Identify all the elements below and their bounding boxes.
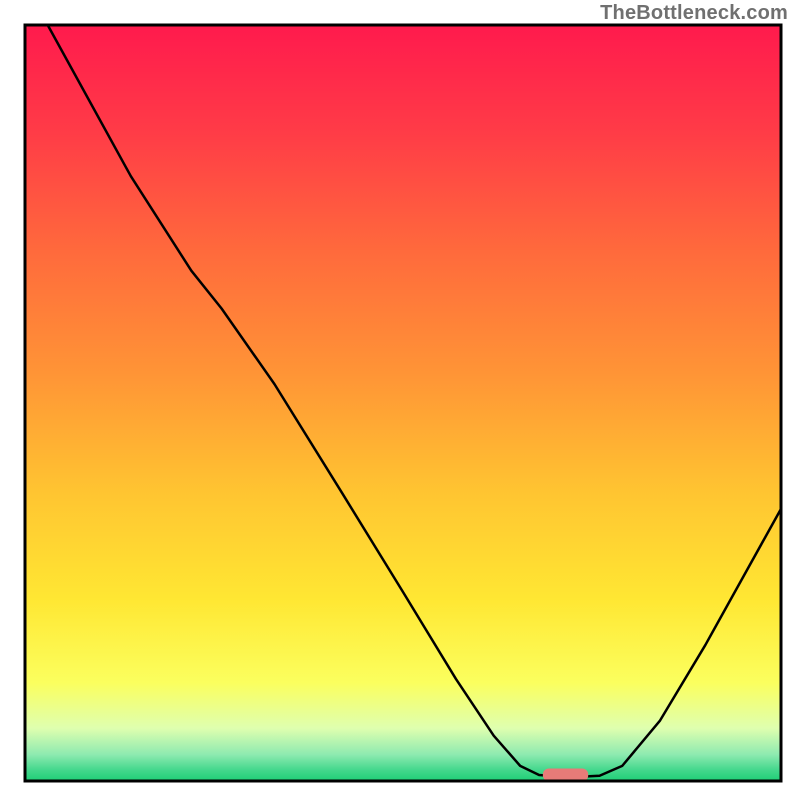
watermark-text: TheBottleneck.com bbox=[600, 2, 788, 25]
plot-background bbox=[25, 25, 781, 781]
optimal-marker bbox=[543, 769, 588, 782]
bottleneck-chart bbox=[0, 0, 800, 800]
chart-container: TheBottleneck.com bbox=[0, 0, 800, 800]
